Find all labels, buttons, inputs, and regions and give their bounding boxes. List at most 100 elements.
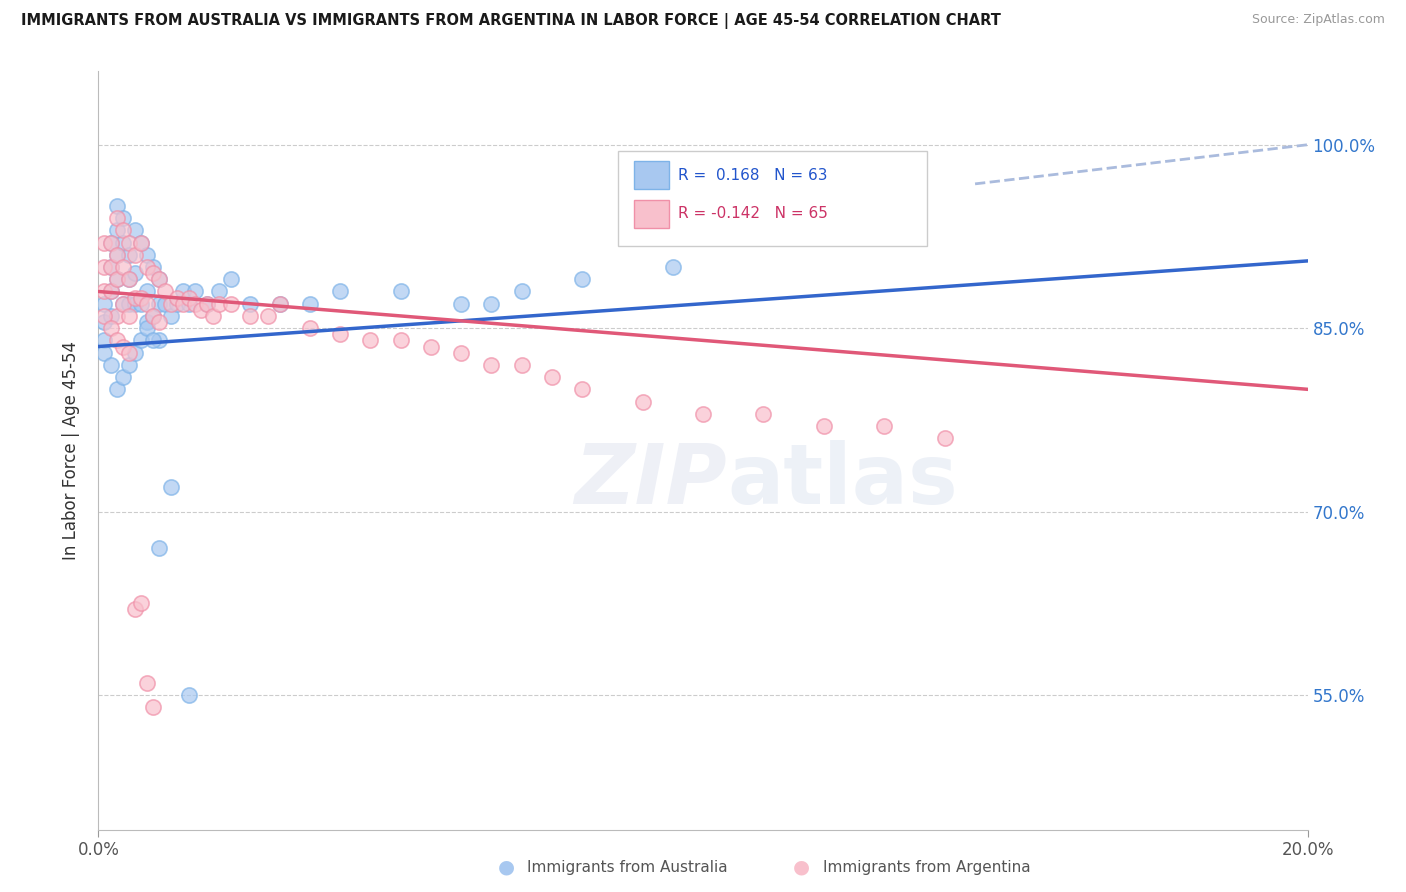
Point xyxy=(105,211,128,226)
FancyBboxPatch shape xyxy=(619,151,927,245)
Point xyxy=(118,272,141,286)
Y-axis label: In Labor Force | Age 45-54: In Labor Force | Age 45-54 xyxy=(62,341,80,560)
Point xyxy=(142,266,165,280)
Text: Immigrants from Argentina: Immigrants from Argentina xyxy=(823,860,1031,874)
Point xyxy=(179,291,201,305)
Text: atlas: atlas xyxy=(727,441,957,521)
Point xyxy=(135,315,157,329)
Point xyxy=(934,431,956,445)
Point xyxy=(179,296,201,310)
Point xyxy=(100,309,122,323)
Point xyxy=(148,541,170,556)
Point xyxy=(100,321,122,335)
Point xyxy=(166,296,188,310)
Point xyxy=(124,602,146,616)
Point xyxy=(329,285,352,299)
Point xyxy=(142,700,165,714)
Point xyxy=(142,309,165,323)
Point xyxy=(256,309,278,323)
Point xyxy=(389,285,412,299)
Point xyxy=(100,235,122,250)
Text: IMMIGRANTS FROM AUSTRALIA VS IMMIGRANTS FROM ARGENTINA IN LABOR FORCE | AGE 45-5: IMMIGRANTS FROM AUSTRALIA VS IMMIGRANTS … xyxy=(21,13,1001,29)
Point xyxy=(190,302,212,317)
Point xyxy=(299,296,322,310)
Point xyxy=(873,419,896,434)
FancyBboxPatch shape xyxy=(634,200,669,227)
Point xyxy=(389,334,412,348)
Point xyxy=(124,223,146,237)
Point xyxy=(221,296,243,310)
Point xyxy=(195,296,218,310)
Point xyxy=(100,285,122,299)
Point xyxy=(148,272,170,286)
Point xyxy=(481,296,503,310)
Point xyxy=(105,382,128,396)
Point xyxy=(124,291,146,305)
Point xyxy=(239,309,262,323)
Point xyxy=(111,223,134,237)
Point xyxy=(105,272,128,286)
Point xyxy=(118,235,141,250)
Point xyxy=(124,248,146,262)
Point xyxy=(93,296,115,310)
Point xyxy=(184,285,207,299)
Point xyxy=(118,345,141,359)
Point xyxy=(105,248,128,262)
Point xyxy=(111,296,134,310)
Point xyxy=(129,296,152,310)
Point xyxy=(135,285,157,299)
Point xyxy=(118,296,141,310)
Point xyxy=(160,480,183,494)
Point xyxy=(166,291,188,305)
Point xyxy=(571,382,593,396)
Point xyxy=(752,223,775,237)
Point xyxy=(420,339,443,353)
Point xyxy=(111,211,134,226)
Point xyxy=(93,315,115,329)
Point xyxy=(184,296,207,310)
Point xyxy=(148,296,170,310)
Point xyxy=(873,193,896,207)
Point xyxy=(100,285,122,299)
Point xyxy=(208,296,231,310)
Point xyxy=(135,321,157,335)
Point xyxy=(510,285,533,299)
Point xyxy=(135,296,157,310)
Point xyxy=(129,235,152,250)
Point xyxy=(124,296,146,310)
Point xyxy=(111,339,134,353)
Point xyxy=(752,407,775,421)
Point xyxy=(93,309,115,323)
Point xyxy=(93,334,115,348)
Point xyxy=(450,345,472,359)
Point xyxy=(160,296,183,310)
Point xyxy=(111,370,134,384)
Point xyxy=(100,358,122,372)
Text: Source: ZipAtlas.com: Source: ZipAtlas.com xyxy=(1251,13,1385,27)
Point xyxy=(360,334,382,348)
Point xyxy=(105,272,128,286)
Point xyxy=(450,296,472,310)
Point xyxy=(111,296,134,310)
Point xyxy=(118,272,141,286)
Point xyxy=(129,334,152,348)
Point xyxy=(172,285,194,299)
Point xyxy=(202,309,225,323)
Point xyxy=(172,296,194,310)
Point xyxy=(631,394,654,409)
Point xyxy=(510,358,533,372)
Point xyxy=(93,345,115,359)
Point xyxy=(153,285,176,299)
Point xyxy=(124,266,146,280)
Point xyxy=(148,334,170,348)
Point xyxy=(269,296,291,310)
Point xyxy=(93,260,115,274)
Point xyxy=(208,285,231,299)
Text: ZIP: ZIP xyxy=(575,441,727,521)
Point xyxy=(179,688,201,702)
Point xyxy=(105,334,128,348)
Point xyxy=(153,296,176,310)
Point xyxy=(160,309,183,323)
Point xyxy=(299,321,322,335)
Point xyxy=(142,309,165,323)
